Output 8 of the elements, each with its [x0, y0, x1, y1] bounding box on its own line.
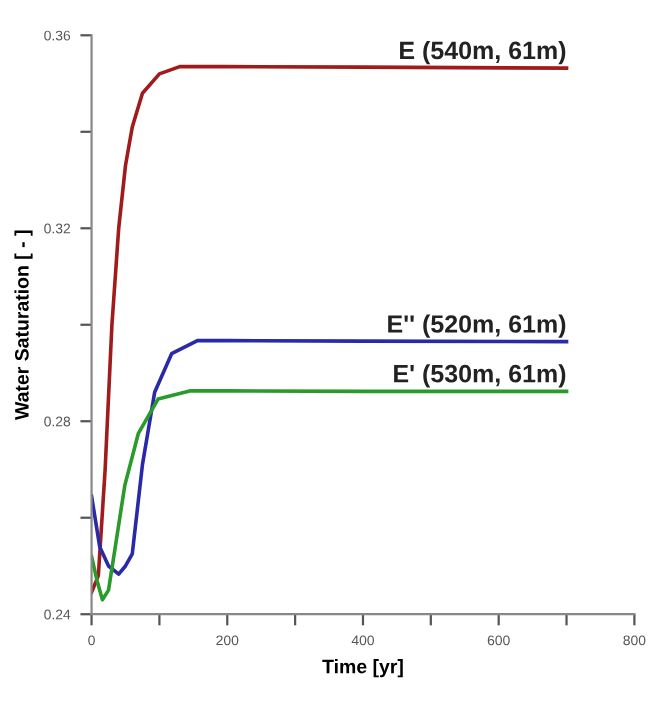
y-axis-title: Water Saturation [ - ] [14, 230, 33, 420]
series-label: E' (530m, 61m) [394, 364, 566, 388]
line-series [91, 389, 569, 602]
line-series [91, 338, 569, 576]
line-series [91, 64, 569, 595]
series-label: E (540m, 61m) [400, 40, 566, 65]
series-label: E'' (520m, 61m) [388, 314, 566, 338]
x-axis-title: Time [yr] [322, 659, 403, 678]
